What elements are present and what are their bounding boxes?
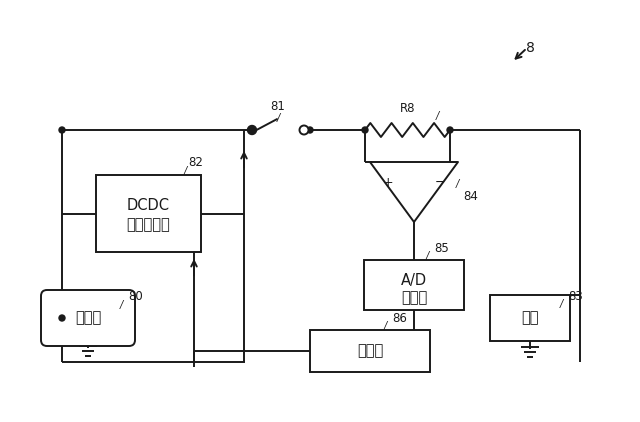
Text: /: / xyxy=(436,111,439,121)
Text: 86: 86 xyxy=(392,311,407,325)
FancyBboxPatch shape xyxy=(490,295,570,341)
FancyBboxPatch shape xyxy=(95,175,200,252)
FancyBboxPatch shape xyxy=(364,260,464,310)
Text: /: / xyxy=(426,251,429,261)
Circle shape xyxy=(300,125,308,135)
Text: A/D: A/D xyxy=(401,273,427,287)
Circle shape xyxy=(248,125,257,135)
Text: 発電機: 発電機 xyxy=(75,311,101,325)
Circle shape xyxy=(59,315,65,321)
Text: /: / xyxy=(184,166,187,176)
Text: +: + xyxy=(383,176,394,189)
Text: 変換部: 変換部 xyxy=(401,290,427,306)
Text: /: / xyxy=(276,113,280,123)
Text: 82: 82 xyxy=(189,157,204,170)
Circle shape xyxy=(59,127,65,133)
Text: −: − xyxy=(435,176,445,189)
Text: コンバータ: コンバータ xyxy=(126,217,170,233)
Text: /: / xyxy=(384,321,387,331)
Text: 83: 83 xyxy=(568,289,583,303)
FancyBboxPatch shape xyxy=(41,290,135,346)
Text: 負荷: 負荷 xyxy=(521,311,539,325)
Circle shape xyxy=(307,127,313,133)
Text: 85: 85 xyxy=(434,241,449,254)
Circle shape xyxy=(447,127,453,133)
Circle shape xyxy=(362,127,368,133)
Text: 80: 80 xyxy=(128,290,143,303)
Text: 84: 84 xyxy=(463,190,478,203)
FancyBboxPatch shape xyxy=(310,330,430,372)
Text: 8: 8 xyxy=(525,41,534,55)
Text: 81: 81 xyxy=(271,100,285,114)
Text: DCDC: DCDC xyxy=(127,198,170,214)
Text: /: / xyxy=(120,300,124,310)
Text: /: / xyxy=(456,179,460,189)
Text: 制御部: 制御部 xyxy=(357,344,383,359)
Text: /: / xyxy=(560,299,563,309)
Text: R8: R8 xyxy=(400,102,415,114)
